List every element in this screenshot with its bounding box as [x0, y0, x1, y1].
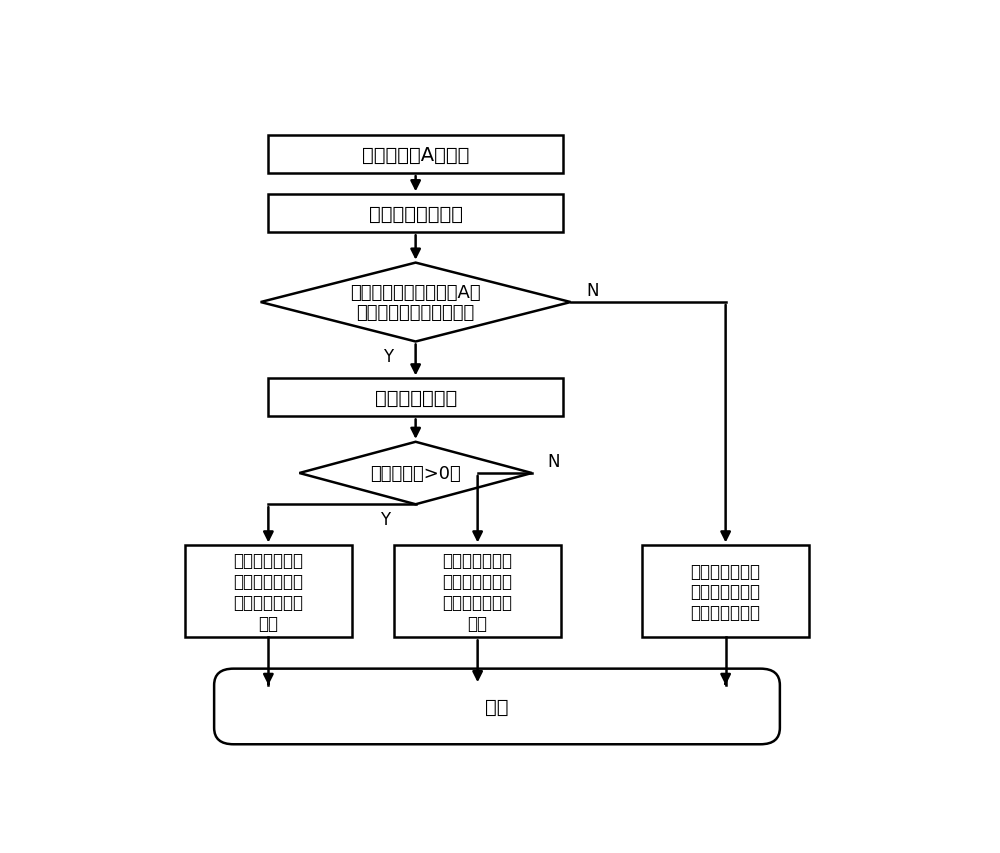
Text: 发出正反桥切换
信号，内容为：
开通反桥，关闭
正桥: 发出正反桥切换 信号，内容为： 开通反桥，关闭 正桥: [443, 552, 513, 632]
Text: 测量低频侧A相电压: 测量低频侧A相电压: [362, 145, 469, 165]
Text: 发出正反桥切换
信号，内容为：
同时关闭正反桥: 发出正反桥切换 信号，内容为： 同时关闭正反桥: [691, 562, 761, 622]
Text: 结束: 结束: [485, 697, 509, 717]
FancyBboxPatch shape: [214, 669, 780, 745]
Text: N: N: [547, 453, 560, 471]
Polygon shape: [299, 442, 532, 505]
Bar: [185, 546, 352, 638]
Bar: [268, 379, 563, 417]
Text: 测量低频侧电流: 测量低频侧电流: [374, 388, 457, 408]
Text: 虚拟同期信号与低频侧A相
电压是否满足同期条件？: 虚拟同期信号与低频侧A相 电压是否满足同期条件？: [350, 283, 481, 322]
Text: 接收虚拟同期信号: 接收虚拟同期信号: [369, 205, 463, 223]
Bar: [268, 136, 563, 174]
Text: Y: Y: [380, 510, 390, 528]
Bar: [268, 195, 563, 233]
Bar: [642, 546, 809, 638]
Polygon shape: [261, 264, 571, 342]
Text: 电流瞬时值>0？: 电流瞬时值>0？: [370, 465, 461, 483]
Text: 发出正反桥切换
信号，内容为：
开通正桥，关闭
反桥: 发出正反桥切换 信号，内容为： 开通正桥，关闭 反桥: [233, 552, 303, 632]
Text: N: N: [586, 281, 599, 300]
Bar: [394, 546, 561, 638]
Text: Y: Y: [383, 347, 394, 366]
